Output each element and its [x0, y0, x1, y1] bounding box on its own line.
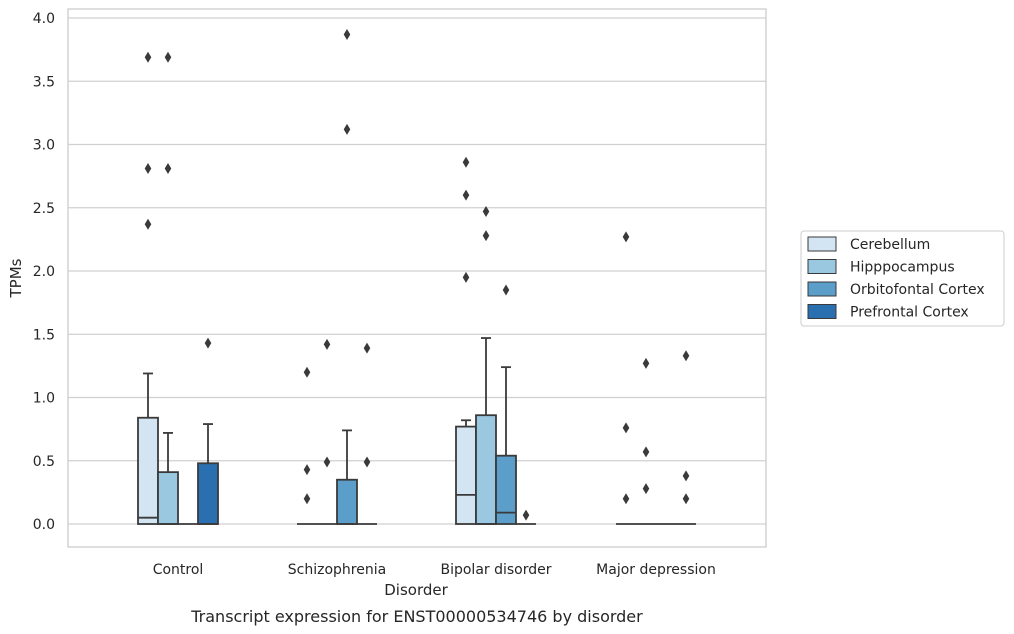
y-tick-label: 3.5: [33, 74, 55, 90]
outlier-point: [303, 464, 311, 476]
box-body: [157, 471, 179, 525]
outlier-point: [204, 337, 212, 349]
legend-swatch: [807, 236, 837, 252]
y-tick-label: 4.0: [33, 11, 55, 27]
box-body: [197, 462, 219, 525]
outlier-point: [462, 189, 470, 201]
y-tick-label: 1.5: [33, 327, 55, 343]
box-3-3: [676, 350, 696, 525]
plot-area: [67, 8, 767, 548]
x-tick-label: Control: [153, 562, 204, 578]
box-1-3: [636, 357, 656, 525]
x-tick-label: Schizophrenia: [288, 562, 386, 578]
legend-swatch: [807, 259, 837, 274]
box-body: [455, 425, 477, 525]
chart-caption: Transcript expression for ENST0000053474…: [190, 607, 643, 626]
box-2-1: [336, 28, 358, 525]
outlier-point: [482, 230, 490, 242]
outlier-point: [462, 271, 470, 283]
box-1-0: [157, 51, 179, 525]
outlier-point: [323, 456, 331, 468]
legend-label: Prefrontal Cortex: [850, 305, 969, 321]
legend-item: Cerebellum: [807, 236, 930, 253]
x-ticks: Control Schizophrenia Bipolar disorder Majo…: [153, 562, 716, 578]
box-0-0: [137, 51, 159, 525]
outlier-point: [482, 206, 490, 218]
outlier-point: [522, 509, 530, 521]
box-0-1: [297, 366, 317, 525]
outlier-point: [682, 493, 690, 505]
outlier-point: [682, 470, 690, 482]
box-3-2: [516, 509, 536, 525]
outlier-point: [303, 366, 311, 378]
outlier-point: [323, 338, 331, 350]
legend-item: Prefrontal Cortex: [807, 304, 969, 321]
outlier-point: [144, 163, 152, 175]
x-axis-label: Disorder: [384, 581, 448, 599]
outlier-point: [462, 156, 470, 168]
y-axis-label: TPMs: [7, 258, 25, 298]
outlier-point: [343, 28, 351, 40]
legend-label: Hipppocampus: [850, 260, 955, 276]
legend-swatch: [807, 304, 837, 319]
y-tick-label: 2.5: [33, 201, 55, 217]
outlier-point: [164, 51, 172, 63]
box-2-2: [495, 284, 517, 525]
outlier-point: [144, 218, 152, 230]
outlier-point: [622, 422, 630, 434]
outlier-point: [502, 284, 510, 296]
outlier-point: [642, 357, 650, 369]
outlier-point: [622, 493, 630, 505]
y-tick-label: 2.0: [33, 264, 55, 280]
y-ticks: 0.0 0.5 1.0 1.5 2.0 2.5 3.0 3.5 4.0: [33, 11, 55, 533]
outlier-point: [622, 231, 630, 243]
outlier-point: [363, 456, 371, 468]
x-tick-label: Bipolar disorder: [440, 562, 551, 578]
outlier-point: [144, 51, 152, 63]
x-tick-label: Major depression: [596, 562, 716, 578]
outlier-point: [343, 123, 351, 135]
outlier-point: [164, 163, 172, 175]
y-tick-label: 3.0: [33, 138, 55, 154]
outlier-point: [682, 350, 690, 362]
y-tick-label: 1.0: [33, 391, 55, 407]
boxes: [137, 28, 696, 525]
outlier-point: [642, 483, 650, 495]
box-3-0: [197, 337, 219, 525]
legend-item: Hipppocampus: [807, 259, 955, 276]
legend-label: Orbitofontal Cortex: [850, 282, 985, 298]
outlier-point: [303, 493, 311, 505]
legend-label: Cerebellum: [850, 237, 930, 253]
legend: Cerebellum Hipppocampus Orbitofontal Corte…: [800, 230, 1005, 327]
legend-item: Orbitofontal Cortex: [807, 281, 985, 298]
box-0-3: [616, 231, 636, 525]
legend-swatch: [807, 281, 837, 297]
box-1-1: [317, 338, 337, 525]
box-body: [475, 414, 497, 525]
outlier-point: [642, 446, 650, 458]
outlier-point: [363, 342, 371, 354]
box-body: [137, 416, 159, 525]
box-body: [336, 478, 358, 525]
box-body: [495, 454, 517, 525]
grid: [68, 17, 766, 525]
y-tick-label: 0.5: [33, 454, 55, 470]
box-3-1: [357, 342, 377, 525]
legend-frame: [800, 230, 1005, 327]
y-tick-label: 0.0: [33, 517, 55, 533]
